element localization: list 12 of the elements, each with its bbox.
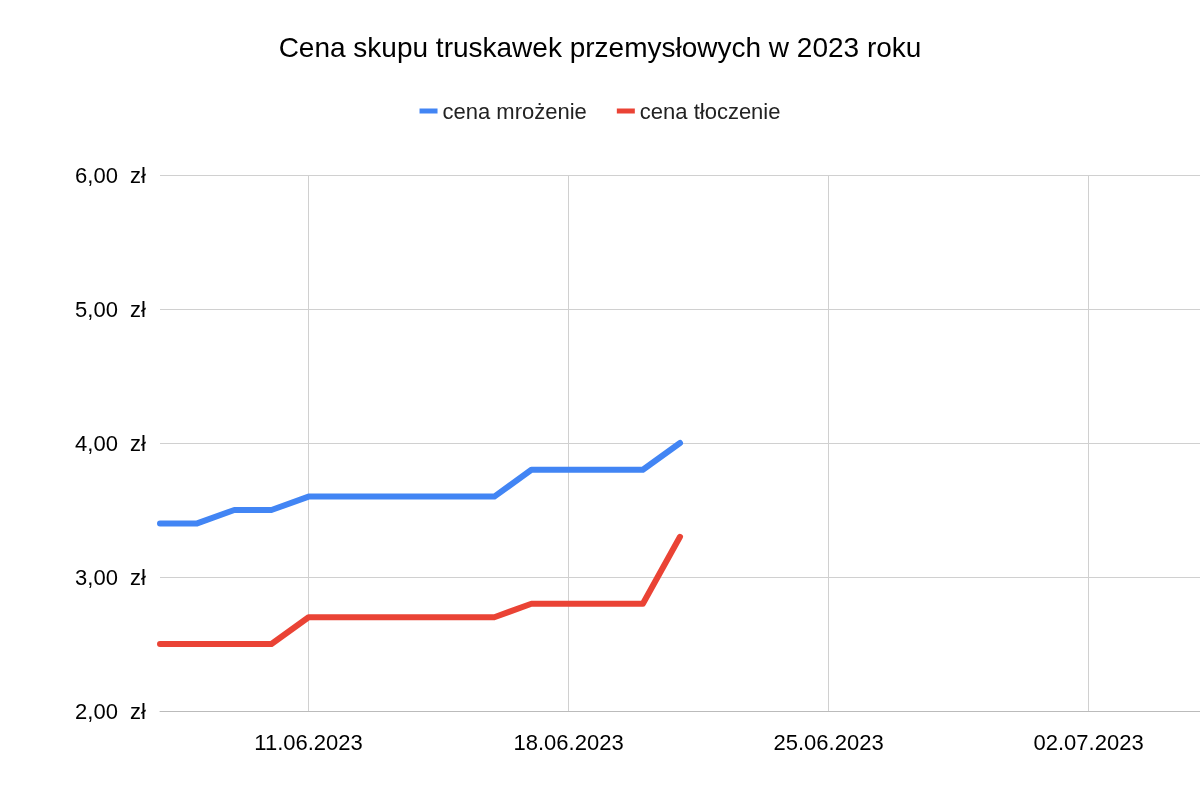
y-tick-label: 3,00 zł [75, 564, 147, 590]
chart-title: Cena skupu truskawek przemysłowych w 2023 roku [278, 31, 922, 63]
y-tick-label: 5,00 zł [75, 296, 147, 322]
x-tick-label: 18.06.2023 [513, 729, 624, 755]
legend-label: cena tłoczenie [639, 98, 781, 124]
y-tick-label: 2,00 zł [75, 698, 147, 724]
legend-label: cena mrożenie [442, 98, 587, 124]
y-tick-label: 4,00 zł [75, 430, 147, 456]
x-tick-label: 25.06.2023 [773, 729, 884, 755]
x-tick-label: 11.06.2023 [254, 729, 363, 755]
y-tick-label: 6,00 zł [75, 162, 147, 188]
x-tick-label: 02.07.2023 [1033, 729, 1144, 755]
